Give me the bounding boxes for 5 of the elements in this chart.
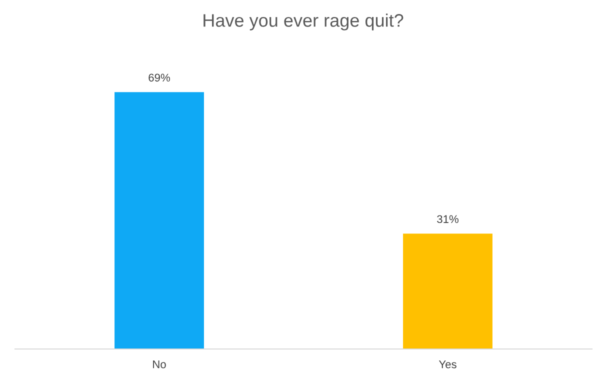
x-tick-label: No (153, 360, 166, 368)
x-tick-label: Yes (438, 360, 456, 368)
data-label: 31% (437, 215, 458, 224)
chart-title: Have you ever rage quit? (204, 14, 404, 30)
data-label: 69% (148, 74, 170, 82)
